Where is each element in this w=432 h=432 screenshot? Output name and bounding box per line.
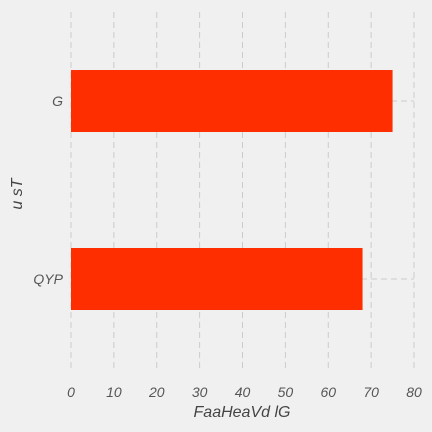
bar-g (71, 70, 393, 132)
x-tick-label: 50 (278, 384, 294, 400)
x-tick-label: 80 (406, 384, 422, 400)
x-tick-label: 10 (106, 384, 122, 400)
tick-layer: 0 10 20 30 40 50 60 70 80 QYP G (33, 93, 422, 400)
x-tick-label: 20 (148, 384, 165, 400)
x-tick-label: 40 (235, 384, 251, 400)
x-tick-label: 30 (192, 384, 208, 400)
x-tick-label: 70 (363, 384, 379, 400)
y-tick-label: G (52, 93, 63, 109)
bar-layer (71, 70, 393, 310)
x-axis-label: FaaHeaVd lG (194, 404, 291, 421)
x-tick-label: 0 (67, 384, 75, 400)
bar-qyp (71, 248, 363, 310)
x-tick-label: 60 (320, 384, 336, 400)
y-tick-label: QYP (33, 271, 63, 287)
y-axis-label: u sT (9, 177, 26, 209)
